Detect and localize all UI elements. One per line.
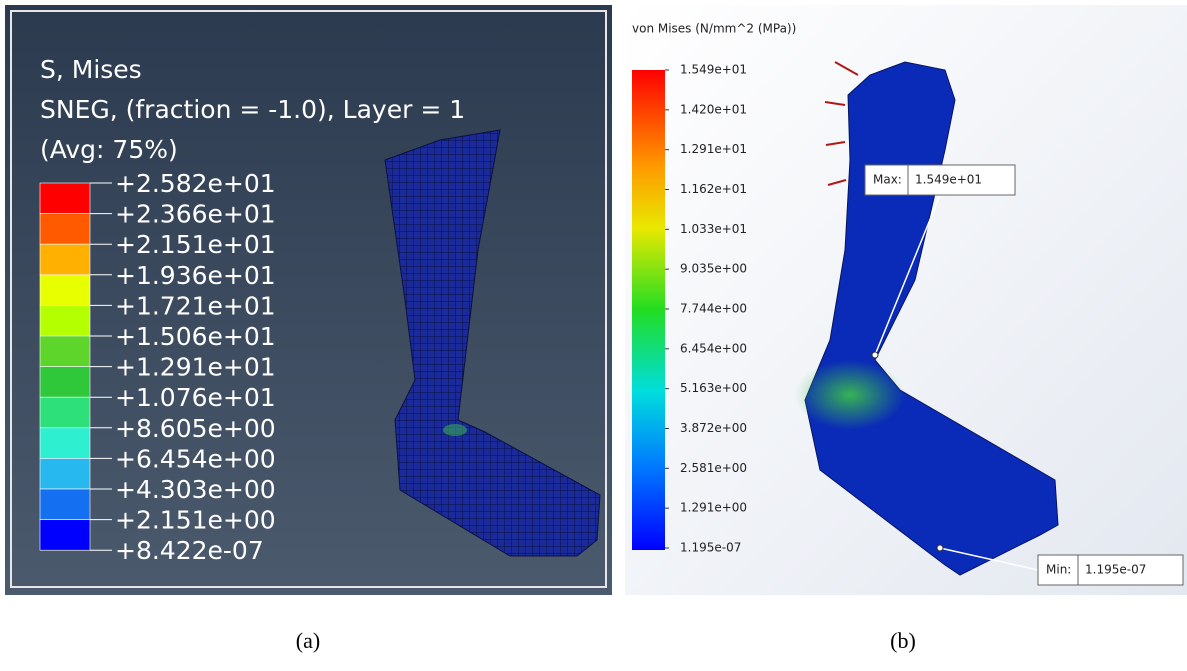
figure: S, Mises SNEG, (fraction = -1.0), Layer … [0, 0, 1187, 671]
page: S, Mises SNEG, (fraction = -1.0), Layer … [0, 0, 1187, 671]
stress-region [795, 360, 905, 430]
color-band [40, 214, 90, 245]
legend-label: +1.721e+01 [115, 291, 276, 320]
legend-label: 1.033e+01 [680, 222, 747, 236]
legend-label: 1.291e+00 [680, 501, 747, 515]
color-band [40, 244, 90, 275]
color-bar [632, 70, 665, 550]
color-band [40, 367, 90, 398]
legend-label: 7.744e+00 [680, 302, 747, 316]
legend-label: 2.581e+00 [680, 461, 747, 475]
legend-title: von Mises (N/mm^2 (MPa)) [632, 22, 796, 36]
legend-label: +6.454e+00 [115, 444, 276, 473]
min-value: 1.195e-07 [1085, 563, 1146, 577]
min-point [937, 545, 943, 551]
legend-label: 1.291e+01 [680, 142, 747, 156]
max-label: Max: [873, 173, 902, 187]
min-label: Min: [1046, 563, 1071, 577]
color-band [40, 458, 90, 489]
color-band [40, 305, 90, 336]
legend-label: 3.872e+00 [680, 421, 747, 435]
color-band [40, 275, 90, 306]
legend-label: +8.422e-07 [115, 536, 264, 565]
legend-label: 1.549e+01 [680, 63, 747, 77]
max-value: 1.549e+01 [915, 173, 982, 187]
legend-label: 1.195e-07 [680, 541, 741, 555]
legend-label: +2.151e+00 [115, 506, 276, 535]
color-band [40, 428, 90, 459]
legend-label: 5.163e+00 [680, 381, 747, 395]
legend-label: +1.076e+01 [115, 383, 276, 412]
color-bar: +2.582e+01+2.366e+01+2.151e+01+1.936e+01… [40, 169, 276, 565]
legend-label: +4.303e+00 [115, 475, 276, 504]
legend-title: SNEG, (fraction = -1.0), Layer = 1 [40, 95, 465, 124]
legend-label: +2.366e+01 [115, 200, 276, 229]
stress-spot [443, 424, 467, 436]
caption: (a) [296, 628, 320, 653]
color-band [40, 520, 90, 551]
legend-label: 9.035e+00 [680, 262, 747, 276]
legend-title: S, Mises [40, 55, 142, 84]
legend-label: +2.151e+01 [115, 230, 276, 259]
legend-label: 1.162e+01 [680, 182, 747, 196]
legend-label: +1.506e+01 [115, 322, 276, 351]
legend-label: 6.454e+00 [680, 341, 747, 355]
color-band [40, 183, 90, 214]
legend-label: +8.605e+00 [115, 414, 276, 443]
legend-label: +1.936e+01 [115, 261, 276, 290]
color-band [40, 336, 90, 367]
legend-label: +2.582e+01 [115, 169, 276, 198]
color-band [40, 489, 90, 520]
max-point [872, 352, 878, 358]
color-band [40, 397, 90, 428]
legend-label: +1.291e+01 [115, 353, 276, 382]
caption: (b) [890, 628, 916, 653]
legend-title: (Avg: 75%) [40, 135, 178, 164]
legend-label: 1.420e+01 [680, 102, 747, 116]
